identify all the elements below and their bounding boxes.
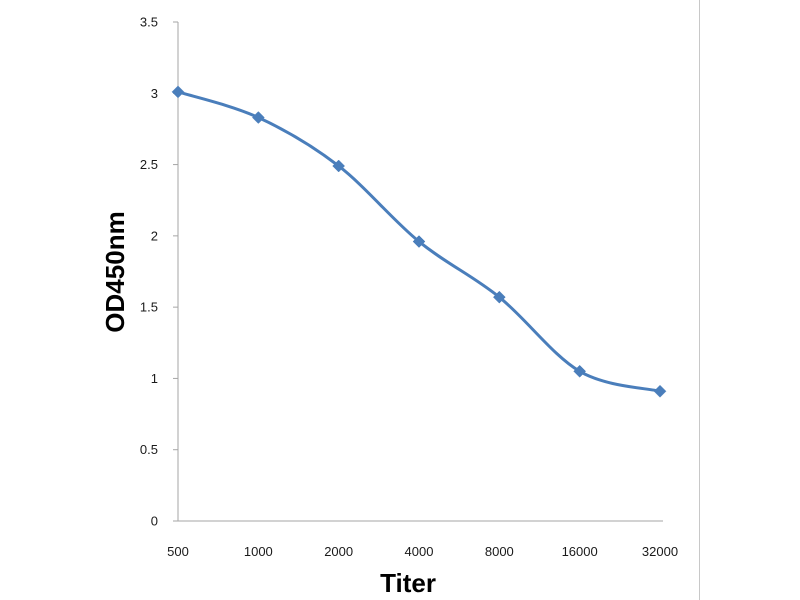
- data-point-marker: [332, 159, 346, 173]
- data-point-marker: [412, 235, 426, 248]
- y-tick-label: 1.5: [140, 300, 158, 315]
- x-tick-label: 500: [167, 544, 189, 559]
- x-tick-label: 2000: [324, 544, 353, 559]
- x-tick-label: 8000: [485, 544, 514, 559]
- y-tick-label: 0: [151, 514, 158, 529]
- y-tick-label: 3.5: [140, 15, 158, 30]
- data-point-marker: [171, 85, 185, 99]
- y-tick-label: 2: [151, 228, 158, 243]
- y-tick-label: 3: [151, 86, 158, 101]
- y-axis-ticks: 0 0.5 1 1.5 2 2.5 3 3.5: [140, 15, 178, 529]
- y-axis-title: OD450nm: [100, 211, 130, 332]
- x-tick-label: 16000: [562, 544, 598, 559]
- data-point-marker: [492, 290, 506, 304]
- x-tick-label: 32000: [642, 544, 678, 559]
- data-point-marker: [653, 384, 667, 398]
- x-tick-label: 1000: [244, 544, 273, 559]
- y-tick-label: 1: [151, 371, 158, 386]
- data-point-marker: [251, 111, 265, 124]
- data-point-marker: [573, 364, 587, 378]
- y-tick-label: 2.5: [140, 157, 158, 172]
- series-markers: [171, 85, 667, 398]
- x-axis-title: Titer: [380, 568, 436, 598]
- x-tick-label: 4000: [405, 544, 434, 559]
- x-axis-ticks: 500 1000 2000 4000 8000 16000 32000: [167, 544, 678, 559]
- y-tick-label: 0.5: [140, 442, 158, 457]
